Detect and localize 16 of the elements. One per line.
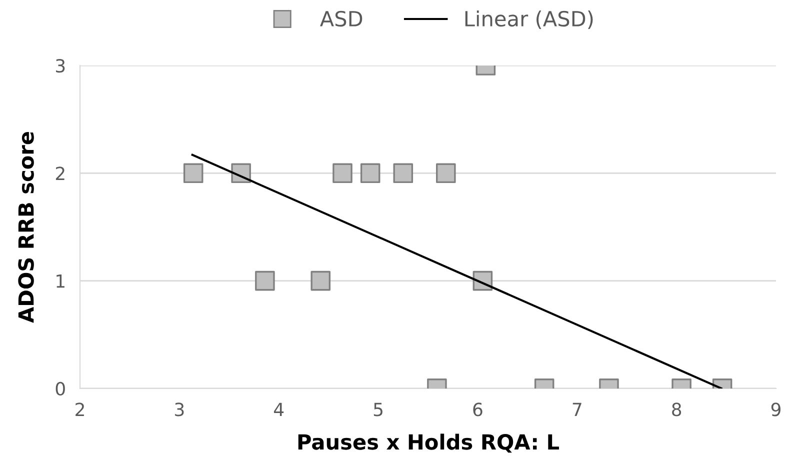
x-tick-label: 3 <box>175 402 184 416</box>
y-tick-label: 2 <box>56 166 64 180</box>
y-tick-label: 3 <box>56 58 65 73</box>
x-tick-label: 5 <box>374 402 382 416</box>
x-tick-label: 4 <box>274 402 284 416</box>
legend-label: Linear (ASD) <box>465 10 593 30</box>
x-tick-label: 6 <box>473 402 482 416</box>
x-tick-label: 7 <box>572 402 582 416</box>
x-axis-title: Pauses x Holds RQA: L <box>298 434 559 453</box>
y-tick-label: 1 <box>56 274 64 288</box>
legend-label: ASD <box>320 10 362 27</box>
x-tick-label: 2 <box>76 402 84 416</box>
y-tick-label: 0 <box>56 382 65 396</box>
x-tick-label: 9 <box>771 402 780 416</box>
x-tick-label: 8 <box>672 402 682 416</box>
y-axis-title: ADOS RRB score <box>18 132 34 323</box>
